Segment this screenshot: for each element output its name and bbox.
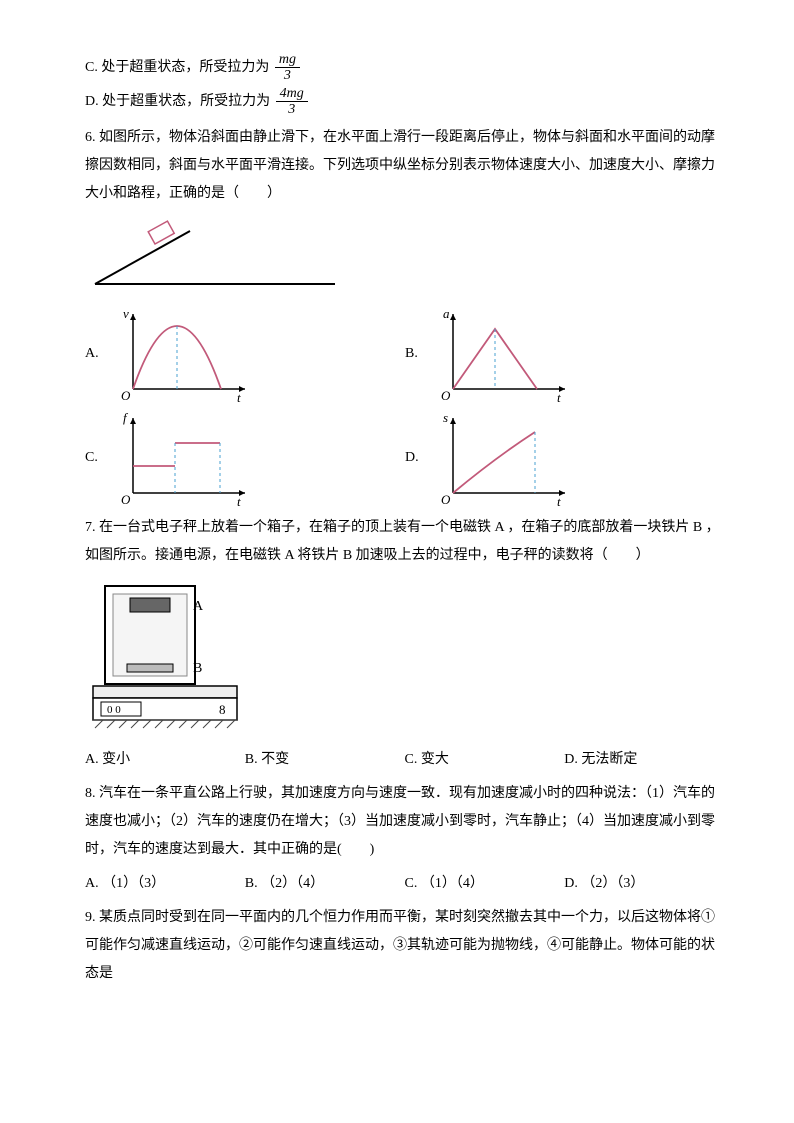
q6-text: 6. 如图所示，物体沿斜面由静止滑下，在水平面上滑行一段距离后停止，物体与斜面和… — [85, 124, 724, 208]
y-label: v — [123, 306, 129, 321]
chart-s-svg: s O t — [435, 408, 575, 508]
q6-row-1: A. v O t B. a O t — [85, 304, 724, 404]
origin-label: O — [441, 388, 451, 403]
y-label: s — [443, 410, 448, 425]
s-curve — [453, 432, 535, 493]
q9-text: 9. 某质点同时受到在同一平面内的几个恒力作用而平衡，某时刻突然撤去其中一个力，… — [85, 904, 724, 988]
q6-incline-diagram — [85, 216, 724, 296]
q8-choices: A. （1）（3） B. （2）（4） C. （1）（4） D. （2）（3） — [85, 870, 724, 898]
y-arrow — [130, 314, 136, 320]
q6-chart-a: v O t — [115, 304, 265, 404]
q7-choice-a: A. 变小 — [85, 746, 245, 774]
q5-option-c: C. 处于超重状态，所受拉力为 mg 3 — [85, 52, 724, 84]
incline-svg — [85, 216, 345, 296]
q5-optc-text: C. 处于超重状态，所受拉力为 — [85, 60, 269, 75]
q8-choice-d: D. （2）（3） — [564, 870, 724, 898]
y-arrow — [130, 418, 136, 424]
chart-a-svg: a O t — [435, 304, 575, 404]
q6-label-d: D. — [405, 444, 435, 472]
magnet-a — [130, 598, 170, 612]
q5-optd-text: D. 处于超重状态，所受拉力为 — [85, 94, 270, 109]
x-label: t — [237, 494, 241, 508]
q8-choice-a: A. （1）（3） — [85, 870, 245, 898]
incline-block — [148, 221, 174, 244]
q6-label-a: A. — [85, 340, 115, 368]
q7-choices: A. 变小 B. 不变 C. 变大 D. 无法断定 — [85, 746, 724, 774]
q6-chart-c: f O t — [115, 408, 265, 508]
display-text: 0 0 — [107, 704, 121, 716]
x-label: t — [237, 390, 241, 404]
y-arrow — [450, 314, 456, 320]
origin-label: O — [441, 492, 451, 507]
q6-chart-b: a O t — [435, 304, 585, 404]
ground-hatch — [93, 720, 237, 728]
label-eight: 8 — [219, 702, 226, 717]
q7-figure: A B 0 0 8 — [85, 578, 724, 738]
frac-den: 3 — [275, 68, 300, 83]
incline-block-group — [148, 221, 174, 244]
q6-chart-d: s O t — [435, 408, 585, 508]
x-label: t — [557, 494, 561, 508]
q8-choice-b: B. （2）（4） — [245, 870, 405, 898]
q6-label-c: C. — [85, 444, 115, 472]
scale-top — [93, 686, 237, 698]
origin-label: O — [121, 388, 131, 403]
q6-row-2: C. f O t D. s O t — [85, 408, 724, 508]
q6-label-b: B. — [405, 340, 435, 368]
plate-b — [127, 664, 173, 672]
incline-slope — [95, 231, 190, 284]
q5-option-d: D. 处于超重状态，所受拉力为 4mg 3 — [85, 86, 724, 118]
frac-num: mg — [275, 52, 300, 68]
chart-v-svg: v O t — [115, 304, 255, 404]
label-b: B — [193, 661, 202, 676]
frac-den: 3 — [276, 102, 308, 117]
frac-num: 4mg — [276, 86, 308, 102]
scale-box-svg: A B 0 0 8 — [85, 578, 255, 738]
origin-label: O — [121, 492, 131, 507]
q8-text: 8. 汽车在一条平直公路上行驶，其加速度方向与速度一致．现有加速度减小时的四种说… — [85, 780, 724, 864]
fraction-mg-3: mg 3 — [275, 52, 300, 84]
x-label: t — [557, 390, 561, 404]
y-label: f — [123, 410, 129, 425]
chart-f-svg: f O t — [115, 408, 255, 508]
q7-choice-c: C. 变大 — [405, 746, 565, 774]
y-arrow — [450, 418, 456, 424]
q8-choice-c: C. （1）（4） — [405, 870, 565, 898]
q7-choice-d: D. 无法断定 — [564, 746, 724, 774]
y-label: a — [443, 306, 450, 321]
q7-text: 7. 在一台式电子秤上放着一个箱子，在箱子的顶上装有一个电磁铁 A ，在箱子的底… — [85, 514, 724, 570]
q7-choice-b: B. 不变 — [245, 746, 405, 774]
fraction-4mg-3: 4mg 3 — [276, 86, 308, 118]
label-a: A — [193, 599, 204, 614]
